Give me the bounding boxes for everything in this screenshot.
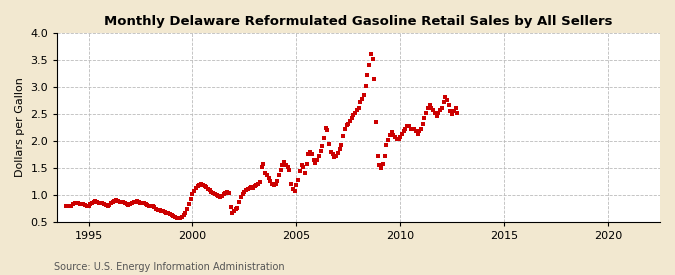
Title: Monthly Delaware Reformulated Gasoline Retail Sales by All Sellers: Monthly Delaware Reformulated Gasoline R… (105, 15, 613, 28)
Text: Source: U.S. Energy Information Administration: Source: U.S. Energy Information Administ… (54, 262, 285, 272)
Y-axis label: Dollars per Gallon: Dollars per Gallon (15, 78, 25, 177)
